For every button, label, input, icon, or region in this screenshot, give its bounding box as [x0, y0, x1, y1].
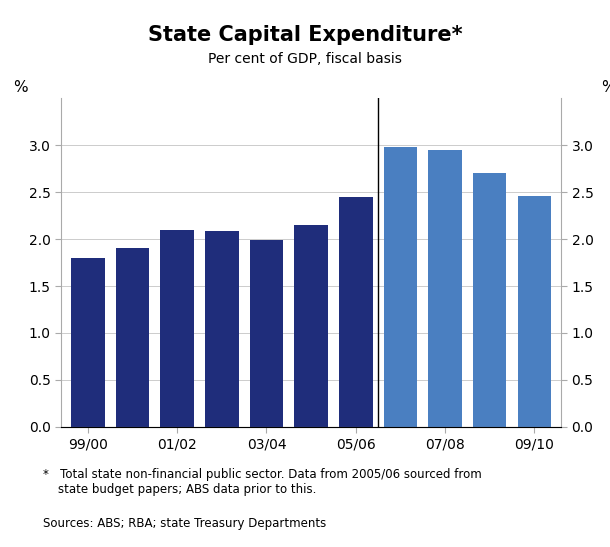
Bar — [339, 197, 373, 427]
Bar — [428, 150, 462, 427]
Text: State Capital Expenditure*: State Capital Expenditure* — [148, 25, 462, 45]
Text: %: % — [13, 80, 28, 95]
Bar — [205, 231, 239, 427]
Bar — [116, 248, 149, 427]
Bar — [473, 173, 506, 427]
Bar — [249, 240, 283, 427]
Bar — [518, 196, 551, 427]
Bar — [384, 147, 417, 427]
Bar — [71, 258, 104, 427]
Text: Sources: ABS; RBA; state Treasury Departments: Sources: ABS; RBA; state Treasury Depart… — [43, 517, 326, 530]
Text: Per cent of GDP, fiscal basis: Per cent of GDP, fiscal basis — [208, 52, 402, 66]
Text: %: % — [601, 80, 610, 95]
Bar — [295, 225, 328, 427]
Text: *   Total state non-financial public sector. Data from 2005/06 sourced from
    : * Total state non-financial public secto… — [43, 468, 481, 496]
Bar — [160, 230, 194, 427]
